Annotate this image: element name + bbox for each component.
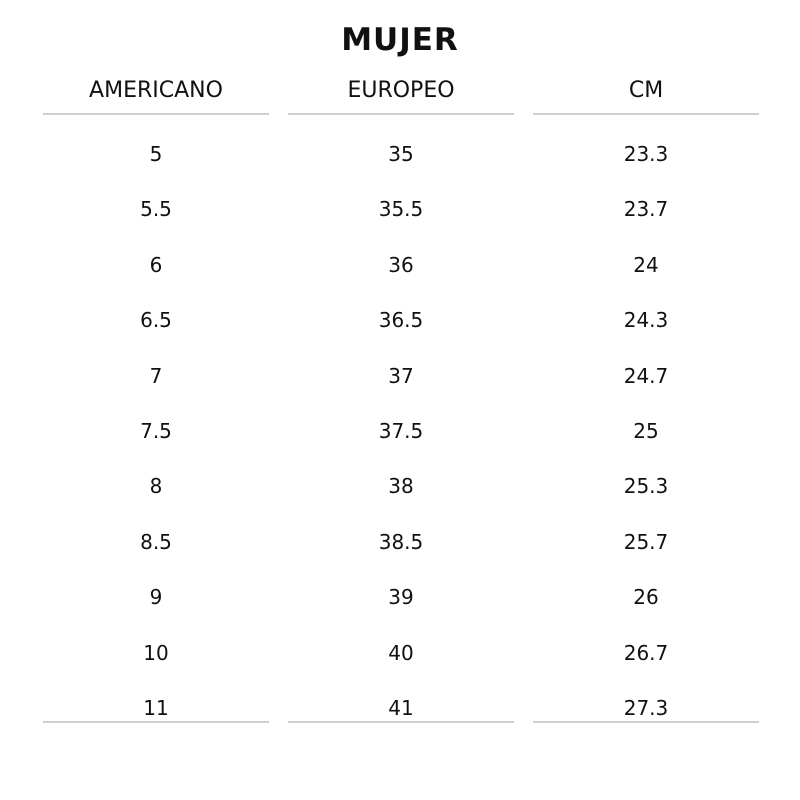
table-cell: 9 (149, 585, 163, 610)
table-cell: 38.5 (378, 529, 424, 554)
table-cell: 39 (388, 585, 414, 610)
table-cell: 11 (143, 696, 169, 720)
divider (533, 721, 759, 723)
table-cell: 24.3 (623, 308, 669, 333)
table-cell: 37 (388, 363, 414, 388)
table-cell: 27.3 (623, 696, 669, 720)
table-cell: 36.5 (378, 308, 424, 333)
table-cell: 8 (149, 474, 163, 499)
table-cell: 6.5 (140, 308, 172, 333)
table-cell: 25 (633, 419, 659, 443)
table-cell: 35 (388, 142, 414, 166)
divider (288, 721, 514, 723)
table-cell: 36 (388, 252, 414, 277)
table-cell: 5 (149, 142, 163, 166)
divider (43, 113, 269, 115)
table-cell: 6 (149, 252, 163, 277)
table-cell: 8.5 (140, 529, 172, 554)
divider (533, 113, 759, 115)
column-header: AMERICANO (89, 78, 223, 103)
table-cell: 25.3 (623, 474, 669, 499)
table-cell: 24 (633, 252, 659, 277)
table-cell: 35.5 (378, 197, 424, 222)
table-cell: 7 (149, 363, 163, 388)
table-cell: 26 (633, 585, 659, 610)
page-title: MUJER (341, 22, 459, 58)
table-cell: 7.5 (140, 419, 172, 443)
table-cell: 10 (143, 640, 169, 665)
table-cell: 25.7 (623, 529, 669, 554)
column-header: CM (628, 78, 664, 103)
table-cell: 38 (388, 474, 414, 499)
column-header: EUROPEO (347, 78, 455, 103)
divider (43, 721, 269, 723)
table-cell: 5.5 (140, 197, 172, 222)
table-cell: 23.7 (623, 197, 669, 222)
table-cell: 24.7 (623, 363, 669, 388)
table-cell: 26.7 (623, 640, 669, 665)
table-cell: 37.5 (378, 419, 424, 443)
table-cell: 23.3 (623, 142, 669, 166)
divider (288, 113, 514, 115)
table-cell: 40 (388, 640, 414, 665)
table-cell: 41 (388, 696, 414, 720)
